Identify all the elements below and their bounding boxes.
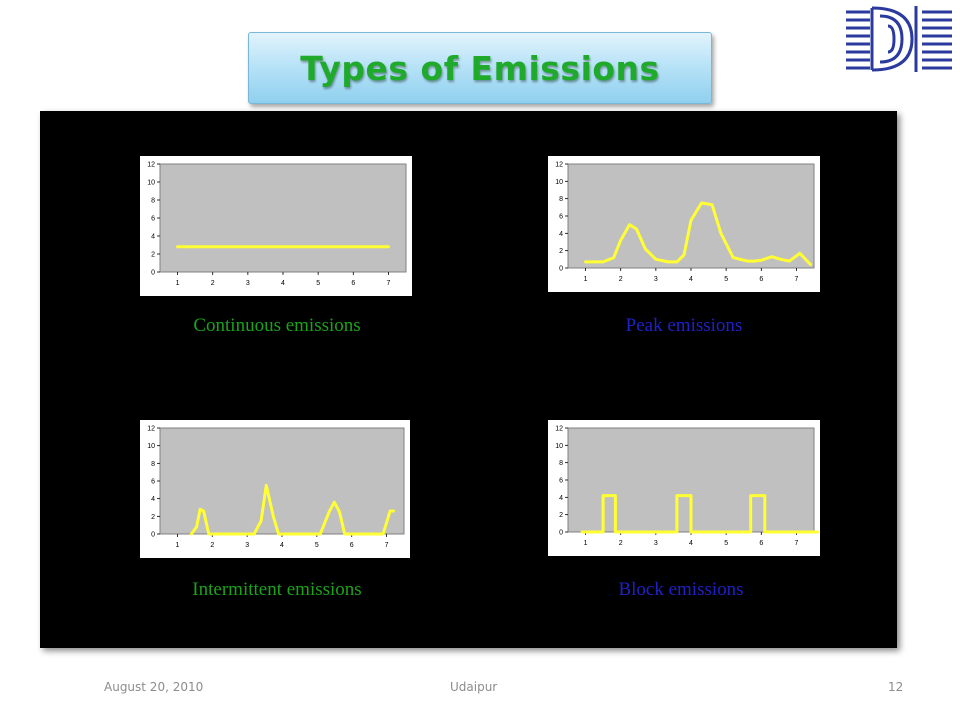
footer-date: August 20, 2010 — [104, 680, 204, 694]
y-tick-label: 0 — [151, 532, 155, 539]
x-tick-label: 6 — [351, 280, 355, 287]
y-tick-label: 0 — [559, 530, 563, 537]
x-tick-label: 7 — [794, 276, 798, 283]
x-tick-label: 5 — [315, 542, 319, 549]
x-tick-label: 2 — [619, 540, 623, 547]
x-tick-label: 2 — [211, 280, 215, 287]
y-tick-label: 10 — [147, 443, 155, 450]
y-tick-label: 4 — [151, 234, 155, 241]
institute-logo-icon — [846, 6, 952, 72]
series-line — [580, 494, 819, 534]
y-tick-label: 4 — [559, 495, 563, 502]
x-tick-label: 7 — [385, 542, 389, 549]
x-tick-label: 6 — [759, 276, 763, 283]
title-box: Types of Emissions — [248, 32, 712, 104]
plot-area — [567, 163, 815, 269]
x-tick-label: 1 — [175, 542, 179, 549]
y-tick-label: 2 — [151, 514, 155, 521]
series-line — [189, 483, 395, 536]
footer-place: Udaipur — [450, 680, 498, 694]
y-tick-label: 2 — [559, 512, 563, 519]
y-tick-label: 8 — [559, 460, 563, 467]
x-tick-label: 3 — [654, 540, 658, 547]
x-tick-label: 4 — [281, 280, 285, 287]
x-tick-label: 3 — [245, 542, 249, 549]
y-tick-label: 0 — [151, 270, 155, 277]
y-tick-label: 10 — [555, 443, 563, 450]
y-tick-label: 8 — [151, 198, 155, 205]
block-emissions-caption: Block emissions — [618, 579, 744, 600]
y-tick-label: 12 — [555, 426, 563, 433]
x-tick-label: 1 — [584, 276, 588, 283]
y-tick-label: 6 — [151, 479, 155, 486]
y-tick-label: 8 — [151, 461, 155, 468]
y-tick-label: 4 — [559, 231, 563, 238]
y-tick-label: 2 — [151, 252, 155, 259]
x-tick-label: 4 — [280, 542, 284, 549]
x-tick-label: 1 — [584, 540, 588, 547]
y-tick-label: 6 — [151, 216, 155, 223]
x-tick-label: 6 — [350, 542, 354, 549]
x-tick-label: 2 — [619, 276, 623, 283]
x-tick-label: 5 — [724, 276, 728, 283]
series-line — [584, 201, 812, 266]
y-tick-label: 0 — [559, 266, 563, 273]
x-tick-label: 1 — [176, 280, 180, 287]
y-tick-label: 6 — [559, 214, 563, 221]
y-tick-label: 4 — [151, 496, 155, 503]
plot-area — [159, 163, 407, 273]
intermittent-emissions-caption: Intermittent emissions — [192, 579, 362, 600]
plot-area — [159, 427, 405, 535]
peak-emissions-caption: Peak emissions — [625, 315, 743, 336]
y-tick-label: 12 — [555, 162, 563, 169]
y-tick-label: 10 — [555, 179, 563, 186]
y-tick-label: 6 — [559, 478, 563, 485]
y-tick-label: 12 — [147, 162, 155, 169]
y-tick-label: 2 — [559, 248, 563, 255]
x-tick-label: 3 — [246, 280, 250, 287]
y-tick-label: 10 — [147, 180, 155, 187]
x-tick-label: 7 — [794, 540, 798, 547]
x-tick-label: 6 — [759, 540, 763, 547]
page-number: 12 — [888, 680, 904, 694]
x-tick-label: 5 — [316, 280, 320, 287]
x-tick-label: 5 — [724, 540, 728, 547]
continuous-emissions-caption: Continuous emissions — [193, 315, 361, 336]
x-tick-label: 3 — [654, 276, 658, 283]
x-tick-label: 7 — [386, 280, 390, 287]
y-tick-label: 8 — [559, 196, 563, 203]
x-tick-label: 2 — [210, 542, 214, 549]
y-tick-label: 12 — [147, 426, 155, 433]
slide-title: Types of Emissions — [300, 48, 660, 88]
x-tick-label: 4 — [689, 540, 693, 547]
x-tick-label: 4 — [689, 276, 693, 283]
